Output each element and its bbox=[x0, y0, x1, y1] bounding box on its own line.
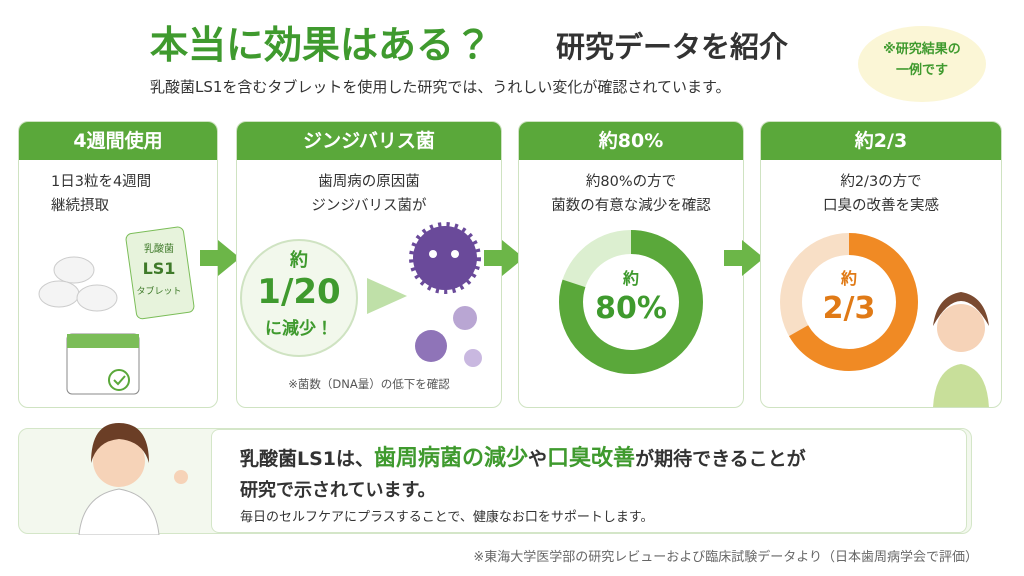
title-main: 本当に効果はある？ bbox=[150, 23, 493, 67]
text-line: 口臭の改善を実感 bbox=[823, 198, 939, 214]
card-heading: ジンジバリス菌 bbox=[237, 122, 501, 160]
text: が期待できることが bbox=[635, 448, 806, 470]
card-heading: 4週間使用 bbox=[19, 122, 217, 160]
text-line: 約80%の方で bbox=[585, 174, 677, 190]
summary-line: 研究で示されています。 bbox=[240, 480, 436, 501]
illustration: 約 1/20 に減少！ ※菌数（DNA量）の低下を確認 bbox=[240, 222, 482, 391]
donut-label: 2/3 bbox=[823, 291, 876, 326]
summary-box: 乳酸菌LS1は、歯周病菌の減少や口臭改善が期待できることが 研究で示されています… bbox=[18, 423, 972, 535]
arrow bbox=[200, 240, 240, 276]
lead: 乳酸菌LS1を含むタブレットを使用した研究では、うれしい変化が確認されています。 bbox=[150, 78, 731, 96]
card-text: 1日3粒を4週間 継続摂取 bbox=[19, 170, 217, 218]
summary-line: 毎日のセルフケアにプラスすることで、健康なお口をサポートします。 bbox=[240, 510, 654, 525]
card-heading: 約80% bbox=[519, 122, 743, 160]
arrow bbox=[724, 240, 764, 276]
highlight: 歯周病菌の減少 bbox=[374, 446, 529, 471]
text-line: 約2/3の方で bbox=[840, 174, 922, 190]
donut-chart: 約 80% bbox=[559, 230, 703, 374]
footer: ※東海大学医学部の研究レビューおよび臨床試験データより（日本歯周病学会で評価） bbox=[473, 550, 978, 565]
card-text: 歯周病の原因菌 ジンジバリス菌が bbox=[237, 170, 501, 218]
donut-arc bbox=[780, 233, 918, 371]
badge-line: ※研究結果の bbox=[883, 42, 961, 57]
text-line: 歯周病の原因菌 bbox=[318, 174, 420, 190]
text-line: 1日3粒を4週間 bbox=[51, 174, 152, 190]
doctor-illustration bbox=[78, 423, 188, 535]
card: 約80% 約80%の方で 菌数の有意な減少を確認 約 80% bbox=[518, 121, 744, 408]
text-line: ジンジバリス菌が bbox=[311, 198, 427, 214]
text-line: 菌数の有意な減少を確認 bbox=[551, 198, 711, 214]
package-text: 乳酸菌 bbox=[144, 242, 174, 255]
card-note: ※菌数（DNA量）の低下を確認 bbox=[288, 377, 450, 391]
package-text: LS1 bbox=[143, 259, 176, 278]
text-line: 継続摂取 bbox=[51, 198, 109, 214]
badge-line: 一例です bbox=[895, 63, 948, 78]
donut-chart: 約 2/3 bbox=[780, 233, 989, 407]
summary-line: 乳酸菌LS1は、歯周病菌の減少や口臭改善が期待できることが bbox=[240, 440, 806, 472]
badge: ※研究結果の 一例です bbox=[858, 26, 986, 102]
card: 約2/3 約2/3の方で 口臭の改善を実感 約 2/3 bbox=[760, 121, 1002, 408]
text: や bbox=[528, 448, 548, 470]
card: 4週間使用 1日3粒を4週間 継続摂取 乳酸菌 LS1 タブレット bbox=[18, 121, 218, 408]
donut-prefix: 約 bbox=[840, 269, 857, 288]
card: ジンジバリス菌 歯周病の原因菌 ジンジバリス菌が 約 1/20 に減少！ ※菌数（… bbox=[236, 121, 502, 408]
illustration: 乳酸菌 LS1 タブレット bbox=[38, 226, 195, 395]
circle-text: 約 bbox=[289, 249, 308, 271]
summary-text: 乳酸菌LS1は、歯周病菌の減少や口臭改善が期待できることが 研究で示されています… bbox=[211, 429, 967, 533]
circle-text: に減少！ bbox=[265, 318, 333, 339]
highlight: 口臭改善 bbox=[547, 446, 636, 471]
circle-value: 1/20 bbox=[257, 272, 340, 312]
package-text: タブレット bbox=[136, 285, 181, 297]
donut-arc bbox=[559, 230, 703, 374]
card-heading: 約2/3 bbox=[761, 122, 1001, 160]
card-text: 約2/3の方で口臭の改善を実感 bbox=[761, 170, 1001, 218]
donut-label: 80% bbox=[595, 291, 667, 326]
text: 乳酸菌LS1は、 bbox=[240, 448, 375, 470]
donut-prefix: 約 bbox=[622, 269, 639, 288]
card-text: 約80%の方で菌数の有意な減少を確認 bbox=[519, 170, 743, 218]
title-sub: 研究データを紹介 bbox=[556, 30, 789, 64]
